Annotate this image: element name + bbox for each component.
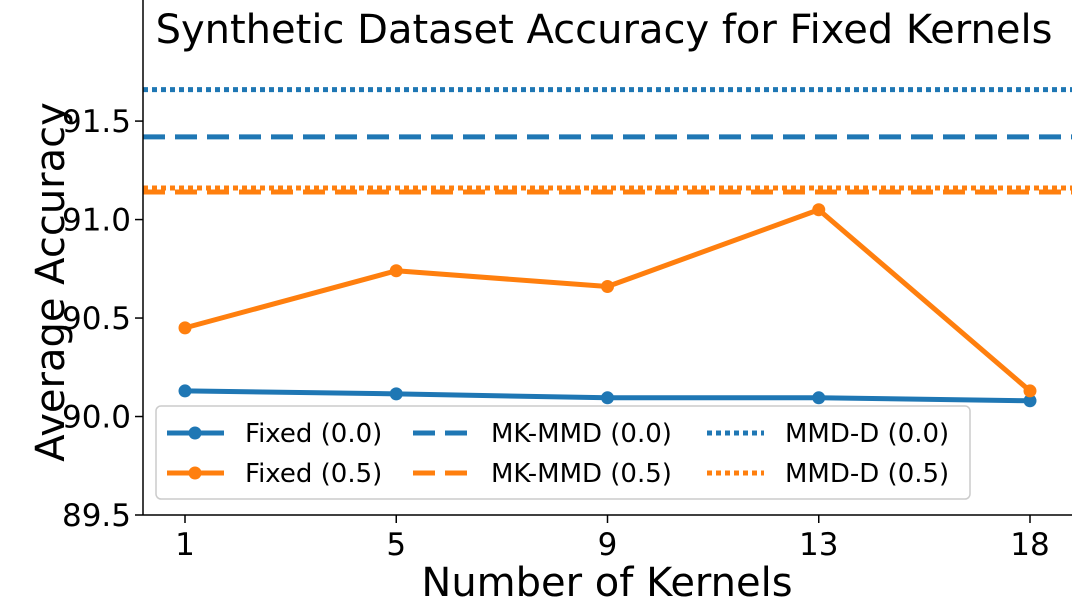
x-axis-label: Number of Kernels — [421, 560, 792, 606]
legend: Fixed (0.0) Fixed (0.5) MK-MMD (0.0) MK-MMD… — [155, 405, 971, 500]
series-1-point-3 — [601, 391, 614, 405]
y-tick-label-2: 90.0 — [62, 400, 131, 436]
y-tick-label-5: 91.5 — [62, 104, 131, 140]
legend-marker-1 — [188, 426, 202, 440]
series-1-point-4 — [812, 391, 826, 405]
axis-ticks: 89.5 90.0 90.5 91.0 91.5 1 5 9 13 18 — [62, 104, 1050, 563]
series-1-point-1 — [178, 384, 192, 398]
legend-label-3: MK-MMD (0.0) — [491, 419, 672, 449]
legend-marker-2 — [188, 466, 202, 480]
legend-label-6: MMD-D (0.5) — [785, 459, 949, 489]
y-axis-label: Average Accuracy — [28, 102, 74, 462]
series-2-point-3 — [601, 280, 614, 294]
x-tick-label-1: 1 — [175, 527, 195, 563]
chart-title: Synthetic Dataset Accuracy for Fixed Ker… — [156, 7, 1053, 53]
y-tick-label-1: 89.5 — [62, 498, 131, 534]
legend-box — [155, 405, 971, 500]
x-tick-label-4: 13 — [799, 527, 838, 563]
series-line-2 — [184, 207, 1032, 393]
y-tick-label-4: 91.0 — [62, 203, 131, 239]
series-2-point-2 — [389, 264, 403, 278]
legend-label-2: Fixed (0.5) — [245, 459, 382, 489]
series-2-point-1 — [178, 321, 192, 335]
x-tick-label-2: 5 — [386, 527, 406, 563]
legend-label-4: MK-MMD (0.5) — [491, 459, 672, 489]
legend-label-5: MMD-D (0.0) — [785, 419, 949, 449]
x-tick-label-5: 18 — [1010, 527, 1049, 563]
y-tick-label-3: 90.5 — [62, 301, 131, 337]
plot-area — [142, 0, 1072, 516]
series-1-point-2 — [389, 387, 403, 401]
series-1-point-5 — [1023, 394, 1037, 408]
x-tick-label-3: 9 — [598, 527, 618, 563]
legend-label-1: Fixed (0.0) — [245, 419, 382, 449]
series-2-point-4 — [812, 203, 826, 217]
series-2-point-5 — [1023, 384, 1037, 398]
